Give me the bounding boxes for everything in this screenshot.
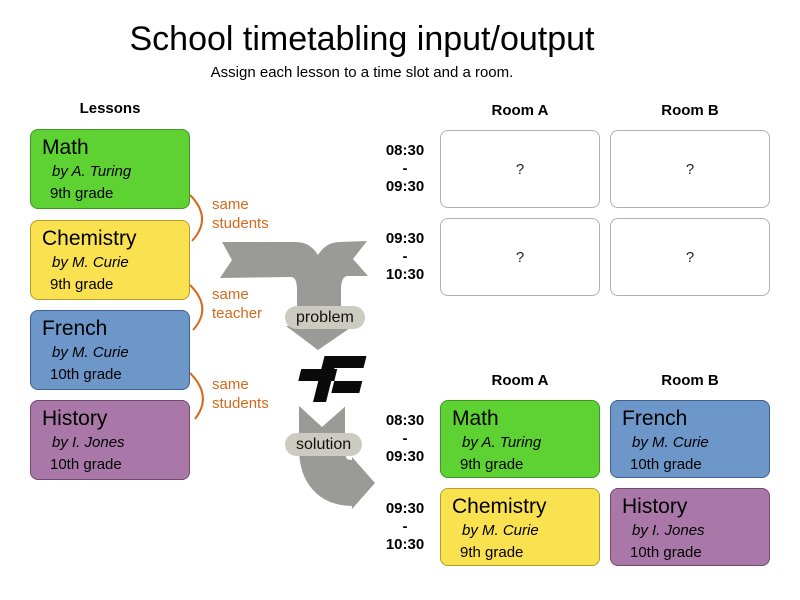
- lesson-teacher: by A. Turing: [52, 163, 132, 180]
- input-cell-slot1-room-a: ?: [440, 130, 600, 208]
- input-timeslot-1: 08:30 - 09:30: [385, 142, 425, 195]
- constraint-label-same-students-2: same students: [212, 376, 269, 412]
- lesson-teacher: by I. Jones: [632, 522, 705, 539]
- lesson-grade: 9th grade: [460, 456, 524, 473]
- output-timetable: Room A Room B 08:30 - 09:30 Math by A. T…: [380, 370, 770, 566]
- lesson-grade: 10th grade: [50, 456, 122, 473]
- output-timeslot-2: 09:30 - 10:30: [385, 500, 425, 553]
- solution-label-pill: solution: [285, 433, 363, 456]
- lesson-teacher: by I. Jones: [52, 434, 125, 451]
- page-title: School timetabling input/output: [129, 20, 595, 58]
- output-room-b-header: Room B: [661, 371, 719, 389]
- lesson-name: Chemistry: [452, 495, 547, 518]
- solution-arrow-head: [352, 457, 375, 509]
- lessons-header: Lessons: [79, 100, 141, 117]
- lesson-teacher: by M. Curie: [52, 344, 129, 361]
- lesson-name: History: [622, 495, 688, 518]
- lesson-name: Math: [452, 407, 499, 430]
- lesson-grade: 10th grade: [630, 544, 702, 561]
- lesson-card-french: French by M. Curie 10th grade: [30, 310, 190, 390]
- lesson-teacher: by M. Curie: [632, 434, 709, 451]
- lesson-teacher: by M. Curie: [52, 254, 129, 271]
- input-timetable: Room A Room B 08:30 - 09:30 ? ? 09:30 - …: [380, 100, 770, 296]
- input-cell-slot2-room-b: ?: [610, 218, 770, 296]
- assignment-card-math: Math by A. Turing 9th grade: [440, 400, 600, 478]
- lesson-card-history: History by I. Jones 10th grade: [30, 400, 190, 480]
- lesson-grade: 10th grade: [630, 456, 702, 473]
- lesson-grade: 10th grade: [50, 366, 122, 383]
- lesson-name: Math: [42, 136, 89, 159]
- output-room-a-header: Room A: [491, 371, 549, 389]
- constraint-brace-2-icon: [189, 284, 204, 331]
- input-cell-slot1-room-b: ?: [610, 130, 770, 208]
- timefold-logo-icon: [298, 356, 367, 402]
- input-timeslot-2: 09:30 - 10:30: [385, 230, 425, 283]
- input-room-a-header: Room A: [491, 101, 549, 119]
- constraint-brace-1-icon: [189, 194, 203, 242]
- output-timeslot-1: 08:30 - 09:30: [385, 412, 425, 465]
- lesson-name: French: [622, 407, 688, 430]
- lesson-grade: 9th grade: [50, 276, 114, 293]
- problem-arrow: [220, 241, 368, 350]
- assignment-card-history: History by I. Jones 10th grade: [610, 488, 770, 566]
- assignment-card-french: French by M. Curie 10th grade: [610, 400, 770, 478]
- lesson-grade: 9th grade: [50, 185, 114, 202]
- input-room-b-header: Room B: [661, 101, 719, 119]
- lesson-teacher: by A. Turing: [462, 434, 542, 451]
- lesson-name: Chemistry: [42, 227, 137, 250]
- lesson-card-chemistry: Chemistry by M. Curie 9th grade: [30, 220, 190, 300]
- output-timetable-corner: [380, 370, 430, 390]
- assignment-card-chemistry: Chemistry by M. Curie 9th grade: [440, 488, 600, 566]
- lesson-name: History: [42, 407, 108, 430]
- input-cell-slot2-room-a: ?: [440, 218, 600, 296]
- page-subtitle: Assign each lesson to a time slot and a …: [210, 64, 514, 81]
- input-timetable-corner: [380, 100, 430, 120]
- lesson-name: French: [42, 317, 108, 340]
- constraint-label-same-students-1: same students: [212, 196, 269, 232]
- problem-label-pill: problem: [285, 306, 365, 329]
- lesson-card-math: Math by A. Turing 9th grade: [30, 129, 190, 209]
- lesson-teacher: by M. Curie: [462, 522, 539, 539]
- constraint-brace-3-icon: [189, 372, 204, 420]
- constraint-label-same-teacher: same teacher: [212, 286, 263, 322]
- lesson-grade: 9th grade: [460, 544, 524, 561]
- solution-arrow-tail-notch: [297, 404, 348, 427]
